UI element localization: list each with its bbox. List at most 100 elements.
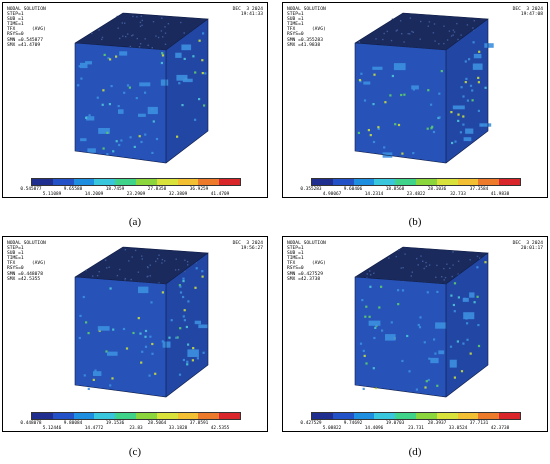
legend-tick-label: 9.65588 [63, 187, 83, 192]
cube-top-speck [161, 258, 164, 261]
solution-panel: NODAL SOLUTION STEP=1 SUB =1 TIME=1 TFX (AVG… [2, 236, 268, 432]
cube-front-face [355, 277, 446, 397]
cube-spot [150, 108, 153, 111]
cube-top-speck [85, 269, 87, 272]
legend-swatch [219, 413, 240, 419]
cube-spot [203, 104, 206, 107]
cube-spot [144, 91, 147, 94]
cube-top-speck [443, 279, 445, 281]
cube-spot [408, 370, 411, 373]
cube-spot [80, 62, 88, 69]
legend-tick-label: 28.3937 [427, 421, 447, 426]
cube-top-speck [457, 260, 460, 262]
cube-spot [362, 349, 365, 352]
cube-spot [450, 294, 453, 297]
cube-spot [198, 98, 201, 101]
legend-tick-label: 28.5064 [147, 421, 167, 426]
cube-top-speck [386, 30, 388, 33]
info-line-smn: SMN =0.355283 [287, 37, 323, 43]
cube-spot [369, 285, 372, 288]
cube-spot [194, 320, 201, 325]
cube-spot [129, 136, 132, 139]
cube-spot [365, 362, 368, 365]
cube-spot [85, 61, 92, 65]
cube-spot [107, 351, 118, 356]
cube-top-speck [452, 34, 454, 36]
legend-tick-label: 41.9838 [490, 192, 510, 197]
cube-spot [201, 72, 204, 75]
cube-model [74, 246, 209, 398]
legend-swatch [332, 179, 354, 185]
cube-spot [78, 65, 81, 68]
legend-swatch [177, 179, 199, 185]
legend-swatch [478, 413, 500, 419]
cube-edges [354, 12, 489, 164]
cube-top-speck [443, 42, 445, 45]
info-line-smx: SMX =42.5355 [7, 276, 41, 282]
cube-spot [462, 123, 465, 126]
cube-top-speck [184, 259, 186, 261]
cube-top-speck [116, 274, 119, 277]
cube-top-speck [366, 273, 368, 275]
cube-spot [105, 350, 108, 353]
cube-spot [473, 53, 482, 59]
cube-spot [140, 361, 143, 364]
cube-top-speck [409, 17, 411, 19]
legend-swatch [415, 413, 437, 419]
info-line-sub: SUB =1 [287, 17, 304, 23]
cube-spot [115, 140, 118, 143]
cube-spot [176, 74, 188, 81]
cube-spot [160, 79, 169, 86]
legend-swatch [395, 179, 416, 185]
cube-spot [415, 388, 418, 391]
info-line-field: TFX (AVG) [7, 27, 46, 33]
cube-spot [372, 367, 375, 370]
cube-spot [161, 291, 164, 294]
cube-spot [457, 296, 460, 299]
cube-spot [479, 123, 492, 127]
info-line-field: TFX (AVG) [287, 261, 326, 267]
cube-top-speck [164, 43, 167, 45]
cube-spot [194, 286, 197, 289]
cube-spot [160, 61, 163, 65]
cube-top-speck [472, 27, 474, 29]
cube-spot [462, 95, 465, 98]
cube-spot [397, 289, 400, 292]
legend-tick-label: 14.4772 [84, 426, 104, 431]
info-line-smx: SMX =41.4709 [7, 42, 41, 48]
cube-top-speck [186, 261, 189, 263]
cube-spot [138, 286, 149, 294]
cube-spot [477, 109, 480, 112]
cube-top-speck [122, 35, 124, 37]
cube-top-speck [358, 41, 360, 43]
cube-front-face [75, 43, 166, 163]
cube-spot [112, 150, 115, 153]
cube-spot [87, 387, 90, 390]
cube-spot [452, 303, 455, 307]
cube-top-speck [132, 15, 134, 18]
cube-top-speck [157, 36, 160, 39]
cube-top-speck [183, 32, 185, 34]
cube-top-speck [151, 47, 153, 49]
cube-spot [168, 336, 171, 339]
cube-spot [484, 261, 487, 264]
cube-top-speck [156, 258, 159, 260]
cube-spot [477, 81, 480, 84]
legend-swatch [332, 413, 354, 419]
cube-spot [182, 358, 185, 362]
cube-spot [144, 335, 147, 338]
date-line-clock: 19:41:33 [240, 12, 263, 18]
cube-top-speck [417, 264, 419, 266]
cube-spot [115, 55, 118, 58]
cube-spot [178, 373, 182, 376]
cube-spot [108, 103, 111, 106]
solution-panel: NODAL SOLUTION STEP=1 SUB =1 TIME=1 TFX (AVG… [2, 2, 268, 198]
cube-front-face [75, 277, 166, 397]
cube-top-speck [428, 21, 431, 23]
cube-top-speck [370, 274, 372, 276]
cube-spot [430, 127, 433, 130]
cube-spot [176, 135, 179, 138]
cube-spot [144, 345, 148, 348]
cube-top-speck [448, 30, 451, 32]
